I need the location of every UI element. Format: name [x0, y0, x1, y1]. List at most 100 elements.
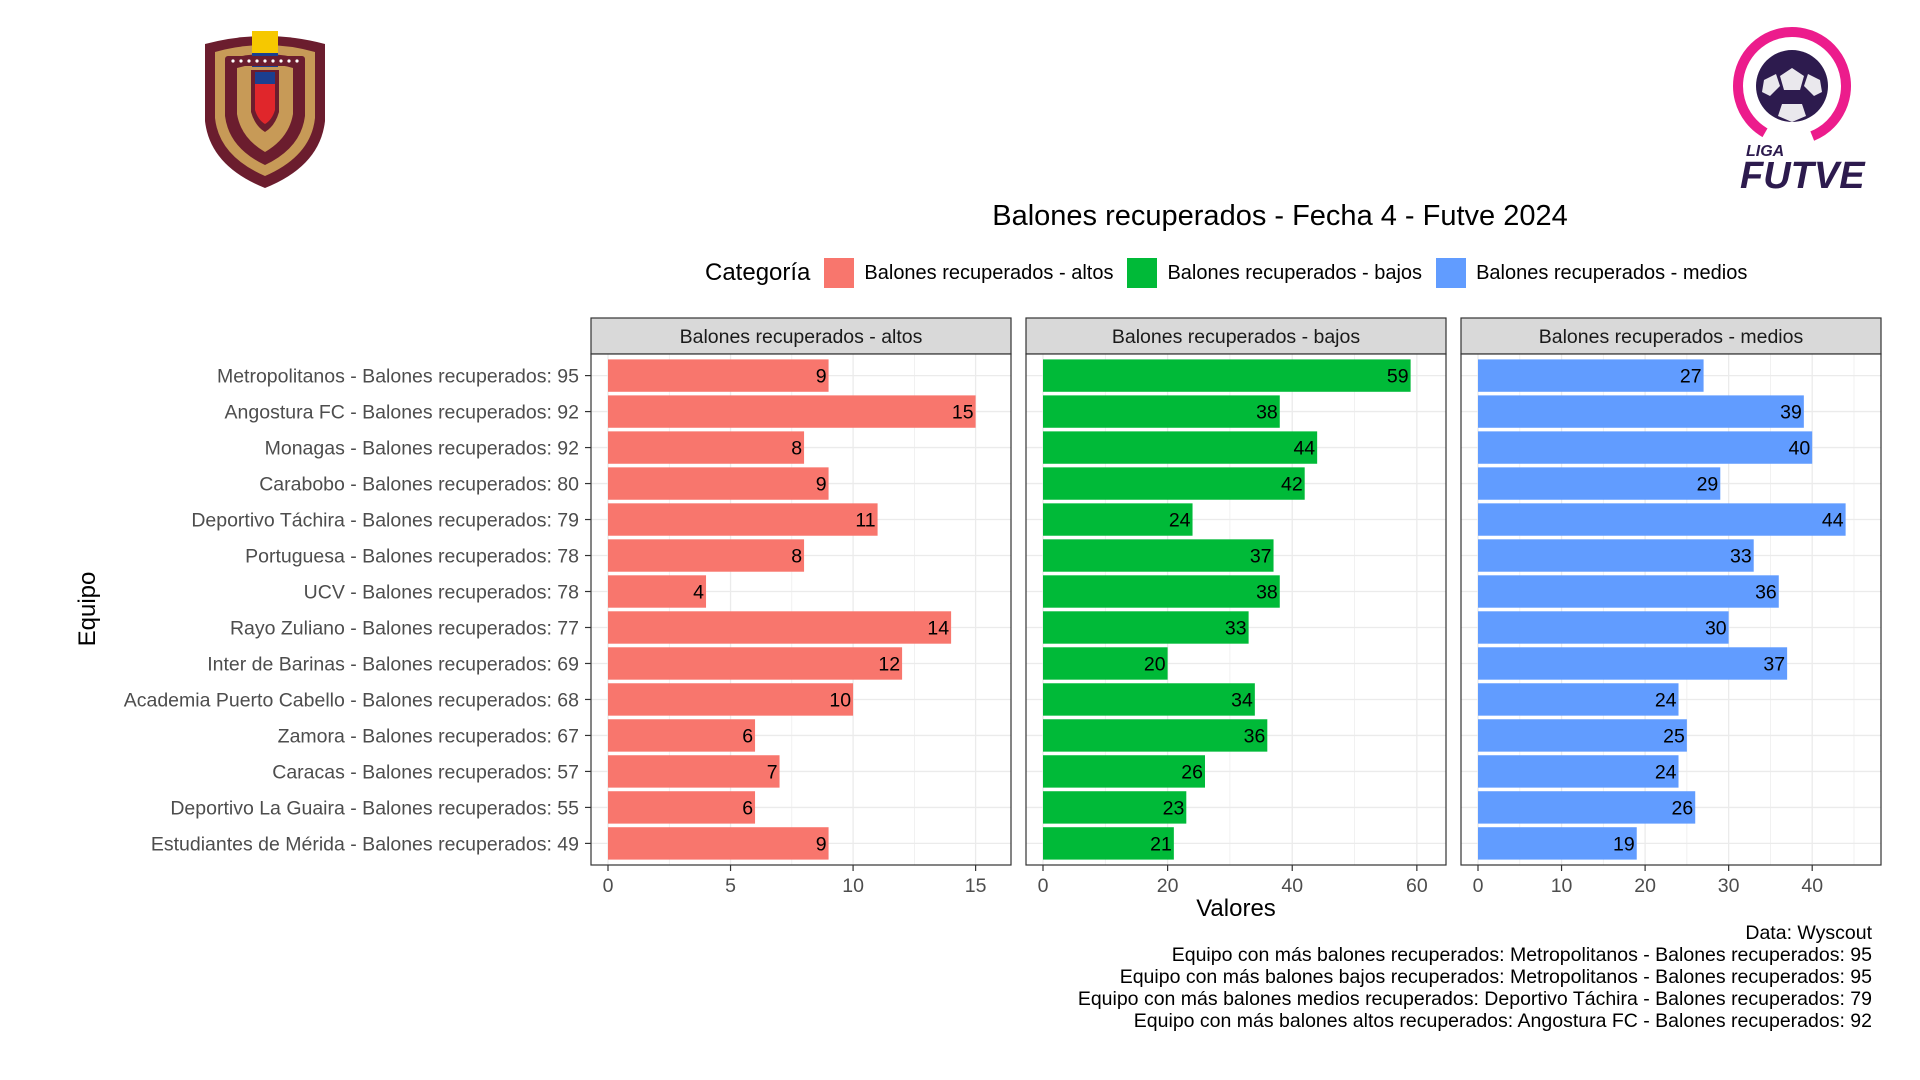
y-tick-label: Portuguesa - Balones recuperados: 78	[245, 546, 579, 568]
bar-data-label: 24	[1169, 510, 1191, 532]
y-tick-label: Caracas - Balones recuperados: 57	[272, 761, 579, 783]
bar	[1043, 683, 1255, 716]
panel-border	[1025, 353, 1447, 866]
bar	[1478, 467, 1721, 500]
bar	[1478, 791, 1696, 824]
bar-data-label: 44	[1822, 510, 1844, 532]
legend-swatch-altos	[824, 258, 855, 288]
bar-data-label: 14	[927, 617, 949, 639]
bar-data-label: 29	[1697, 474, 1719, 496]
x-tick-label: 40	[1801, 875, 1823, 897]
y-tick-label: Carabobo - Balones recuperados: 80	[259, 474, 579, 496]
panel-border	[590, 353, 1012, 866]
bar-data-label: 36	[1244, 725, 1266, 747]
y-tick-label: Angostura FC - Balones recuperados: 92	[225, 402, 579, 424]
legend-label-bajos: Balones recuperados - bajos	[1167, 261, 1423, 284]
bar-data-label: 38	[1256, 582, 1278, 604]
bar-data-label: 33	[1225, 617, 1247, 639]
bar-data-label: 37	[1763, 653, 1785, 675]
y-tick-label: UCV - Balones recuperados: 78	[304, 582, 579, 604]
bar-data-label: 33	[1730, 546, 1752, 568]
bar-data-label: 8	[791, 546, 802, 568]
bar	[1478, 755, 1679, 788]
bar	[1043, 827, 1174, 860]
x-tick-label: 10	[842, 875, 864, 897]
caption-line: Equipo con más balones bajos recuperados…	[1119, 966, 1872, 988]
bar	[608, 539, 805, 572]
bar-data-label: 27	[1680, 366, 1702, 388]
y-tick-label: Metropolitanos - Balones recuperados: 95	[217, 366, 579, 388]
bar-data-label: 6	[742, 797, 753, 819]
bar-data-label: 6	[742, 725, 753, 747]
bar-data-label: 19	[1613, 833, 1635, 855]
facet-strip-label: Balones recuperados - bajos	[1112, 326, 1360, 348]
bar	[1478, 359, 1704, 392]
legend-swatch-medios	[1436, 258, 1467, 288]
facet-strip	[1025, 317, 1447, 355]
futve-text: FUTVE	[1740, 155, 1866, 197]
y-tick-label: Deportivo La Guaira - Balones recuperado…	[170, 797, 579, 819]
facet-strip	[1460, 317, 1882, 355]
bar-data-label: 10	[829, 689, 851, 711]
bar-data-label: 24	[1655, 689, 1677, 711]
bar	[1043, 611, 1249, 644]
x-tick-label: 30	[1718, 875, 1740, 897]
x-tick-label: 0	[1473, 875, 1484, 897]
legend-item-medios: Balones recuperados - medios	[1436, 258, 1747, 288]
bar	[608, 503, 878, 536]
fvf-crest-logo	[205, 31, 325, 188]
legend-swatch-bajos	[1127, 258, 1158, 288]
y-tick-label: Deportivo Táchira - Balones recuperados:…	[191, 510, 579, 532]
caption-block: Data: Wyscout Equipo con más balones rec…	[1078, 922, 1872, 1032]
bar-data-label: 44	[1293, 438, 1315, 460]
bar	[1478, 395, 1804, 428]
bar-data-label: 40	[1788, 438, 1810, 460]
bar-data-label: 12	[878, 653, 900, 675]
bar-data-label: 59	[1387, 366, 1409, 388]
y-tick-label: Estudiantes de Mérida - Balones recupera…	[151, 833, 579, 855]
panel-border	[1460, 353, 1882, 866]
x-tick-label: 60	[1406, 875, 1428, 897]
bar-data-label: 11	[855, 510, 875, 532]
bar	[1043, 503, 1193, 536]
x-tick-label: 5	[725, 875, 736, 897]
legend-label-altos: Balones recuperados - altos	[864, 261, 1114, 284]
bar-data-label: 39	[1780, 402, 1802, 424]
bar	[1478, 611, 1729, 644]
bar-data-label: 23	[1163, 797, 1185, 819]
panel-background	[1461, 354, 1881, 865]
bar	[1478, 575, 1779, 608]
y-tick-label: Inter de Barinas - Balones recuperados: …	[207, 653, 579, 675]
bar-data-label: 26	[1181, 761, 1203, 783]
y-tick-label: Monagas - Balones recuperados: 92	[265, 438, 579, 460]
bar	[1043, 431, 1318, 464]
bar-data-label: 4	[693, 582, 704, 604]
bar-data-label: 26	[1672, 797, 1694, 819]
bar	[1478, 539, 1754, 572]
bar	[608, 647, 903, 680]
x-tick-label: 20	[1634, 875, 1656, 897]
liga-futve-logo: LIGA FUTVE	[1733, 27, 1866, 197]
x-tick-label: 20	[1157, 875, 1179, 897]
bar	[608, 359, 829, 392]
legend-item-altos: Balones recuperados - altos	[824, 258, 1113, 288]
x-axis-title: Valores	[1196, 895, 1276, 922]
bar	[1043, 359, 1411, 392]
bar	[1043, 539, 1274, 572]
bar-data-label: 24	[1655, 761, 1677, 783]
bar	[608, 431, 805, 464]
bar	[608, 683, 854, 716]
facet-strip-label: Balones recuperados - altos	[680, 326, 923, 348]
bar	[608, 395, 976, 428]
y-tick-label: Zamora - Balones recuperados: 67	[278, 725, 579, 747]
x-tick-label: 40	[1281, 875, 1303, 897]
bar	[1478, 683, 1679, 716]
bar	[608, 755, 780, 788]
bar	[608, 467, 829, 500]
bar-data-label: 9	[816, 366, 827, 388]
liga-text: LIGA	[1746, 143, 1784, 160]
bar	[1043, 647, 1168, 680]
facet-strip-label: Balones recuperados - medios	[1539, 326, 1804, 348]
legend-label-medios: Balones recuperados - medios	[1476, 261, 1748, 284]
bar-data-label: 34	[1231, 689, 1253, 711]
